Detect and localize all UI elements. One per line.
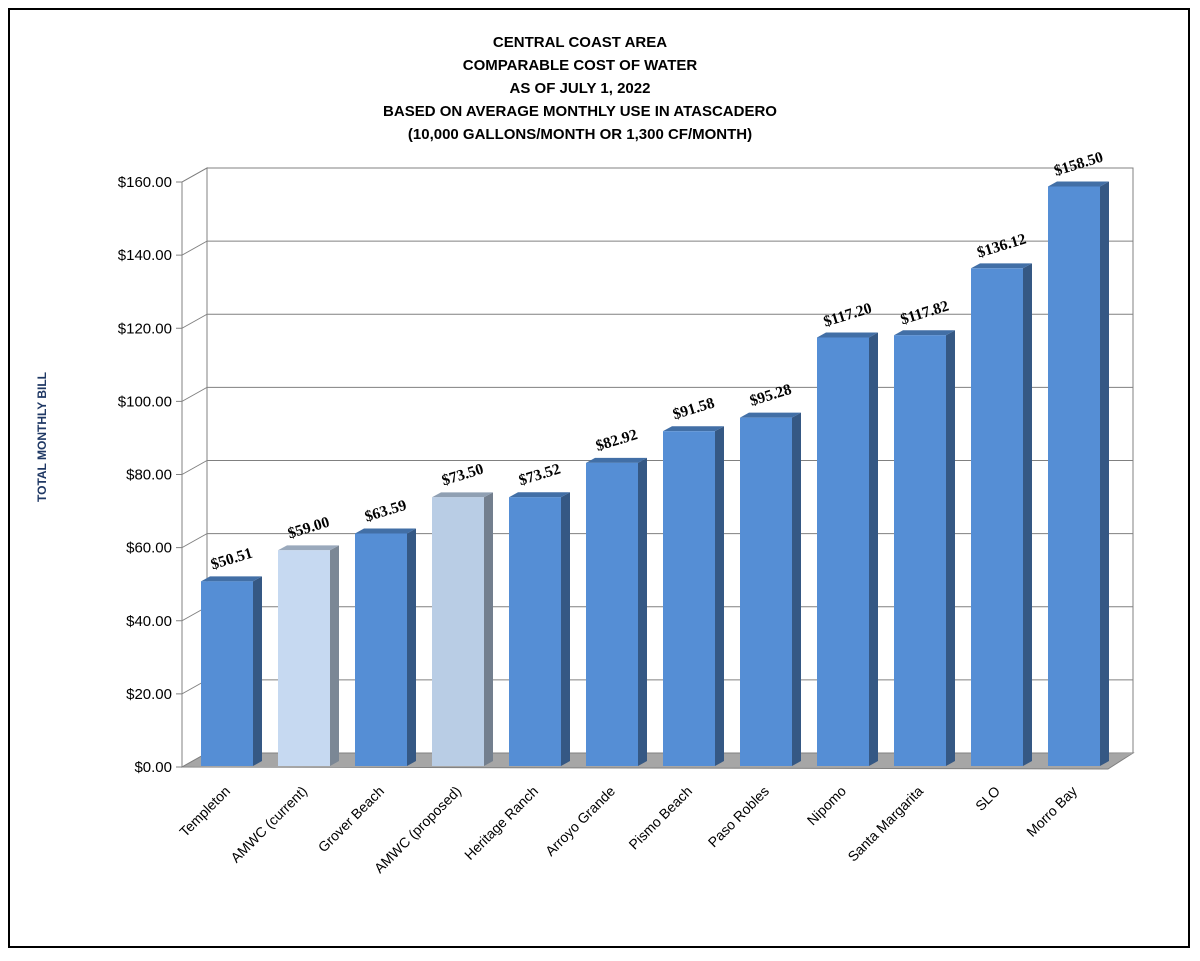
title-line-3: AS OF JULY 1, 2022 bbox=[510, 80, 651, 97]
bar-top bbox=[1048, 181, 1109, 187]
y-tick-label: $20.00 bbox=[126, 686, 172, 703]
bar bbox=[740, 417, 792, 766]
title-line-5: (10,000 GALLONS/MONTH OR 1,300 CF/MONTH) bbox=[408, 126, 752, 143]
gridline-side bbox=[181, 240, 208, 256]
chart-title: CENTRAL COAST AREA COMPARABLE COST OF WA… bbox=[383, 34, 777, 143]
y-tick-label: $80.00 bbox=[126, 467, 172, 484]
y-tick-label: $40.00 bbox=[126, 613, 172, 630]
title-line-4: BASED ON AVERAGE MONTHLY USE IN ATASCADE… bbox=[383, 103, 777, 120]
bar bbox=[432, 497, 484, 766]
bar-side bbox=[792, 412, 801, 766]
x-tick-label: Nipomo bbox=[804, 783, 850, 829]
gridline-side bbox=[181, 167, 208, 183]
bar bbox=[663, 431, 715, 766]
bar-top bbox=[894, 330, 955, 336]
x-tick-label: Templeton bbox=[176, 783, 233, 840]
y-tick-label: $140.00 bbox=[118, 247, 172, 264]
bar-side bbox=[638, 457, 647, 766]
bar-top bbox=[740, 412, 801, 418]
x-tick-label: Arroyo Grande bbox=[542, 783, 618, 859]
bar-side bbox=[869, 332, 878, 766]
title-line-1: CENTRAL COAST AREA bbox=[493, 34, 667, 51]
gridline-side bbox=[181, 313, 208, 329]
gridline-side bbox=[181, 386, 208, 402]
bar bbox=[278, 550, 330, 766]
title-line-2: COMPARABLE COST OF WATER bbox=[463, 57, 698, 74]
bar bbox=[817, 337, 869, 766]
x-tick-label: SLO bbox=[972, 783, 1003, 814]
x-tick-label: Pismo Beach bbox=[625, 783, 695, 853]
bar-top bbox=[971, 263, 1032, 269]
y-tick-label: $0.00 bbox=[134, 759, 172, 776]
x-tick-label: Paso Robles bbox=[705, 783, 772, 850]
bar-side bbox=[561, 492, 570, 766]
bar bbox=[355, 533, 407, 766]
y-tick-label: $60.00 bbox=[126, 540, 172, 557]
bar bbox=[509, 497, 561, 766]
bar-side bbox=[1100, 181, 1109, 767]
bar-top bbox=[509, 492, 570, 498]
x-tick-label: Santa Margarita bbox=[844, 783, 926, 865]
bar-top bbox=[817, 332, 878, 338]
x-tick-label: AMWC (current) bbox=[227, 783, 310, 866]
x-tick-label: Morro Bay bbox=[1023, 783, 1080, 840]
gridline-side bbox=[181, 460, 208, 475]
plot-area: $0.00 $20.00 $40.00 $60.00 $80.00 $100.00 $120… bbox=[118, 149, 1135, 876]
y-tick-label: $120.00 bbox=[118, 320, 172, 337]
bar bbox=[894, 335, 946, 766]
x-tick-label: Heritage Ranch bbox=[461, 783, 541, 863]
bar bbox=[971, 268, 1023, 766]
bar-side bbox=[330, 545, 339, 766]
y-tick-label: $100.00 bbox=[118, 393, 172, 410]
x-tick-label: Grover Beach bbox=[315, 783, 387, 855]
bar-side bbox=[407, 528, 416, 766]
bar-top bbox=[201, 576, 262, 582]
y-axis-label: TOTAL MONTHLY BILL bbox=[35, 372, 49, 502]
bar bbox=[201, 581, 253, 766]
x-tick-label: AMWC (proposed) bbox=[371, 783, 464, 876]
bar bbox=[586, 462, 638, 766]
bar-side bbox=[484, 492, 493, 766]
bar-top bbox=[663, 426, 724, 432]
bar-top bbox=[432, 492, 493, 498]
y-tick-label: $160.00 bbox=[118, 174, 172, 191]
bar-side bbox=[1023, 263, 1032, 766]
bar bbox=[1048, 186, 1100, 766]
bar-side bbox=[946, 330, 955, 766]
bar-top bbox=[278, 545, 339, 551]
bar-top bbox=[586, 457, 647, 463]
bar-top bbox=[355, 528, 416, 534]
gridline-side bbox=[181, 533, 208, 549]
bar-side bbox=[715, 426, 724, 766]
chart-frame bbox=[8, 8, 1190, 948]
bar-side bbox=[253, 576, 262, 766]
